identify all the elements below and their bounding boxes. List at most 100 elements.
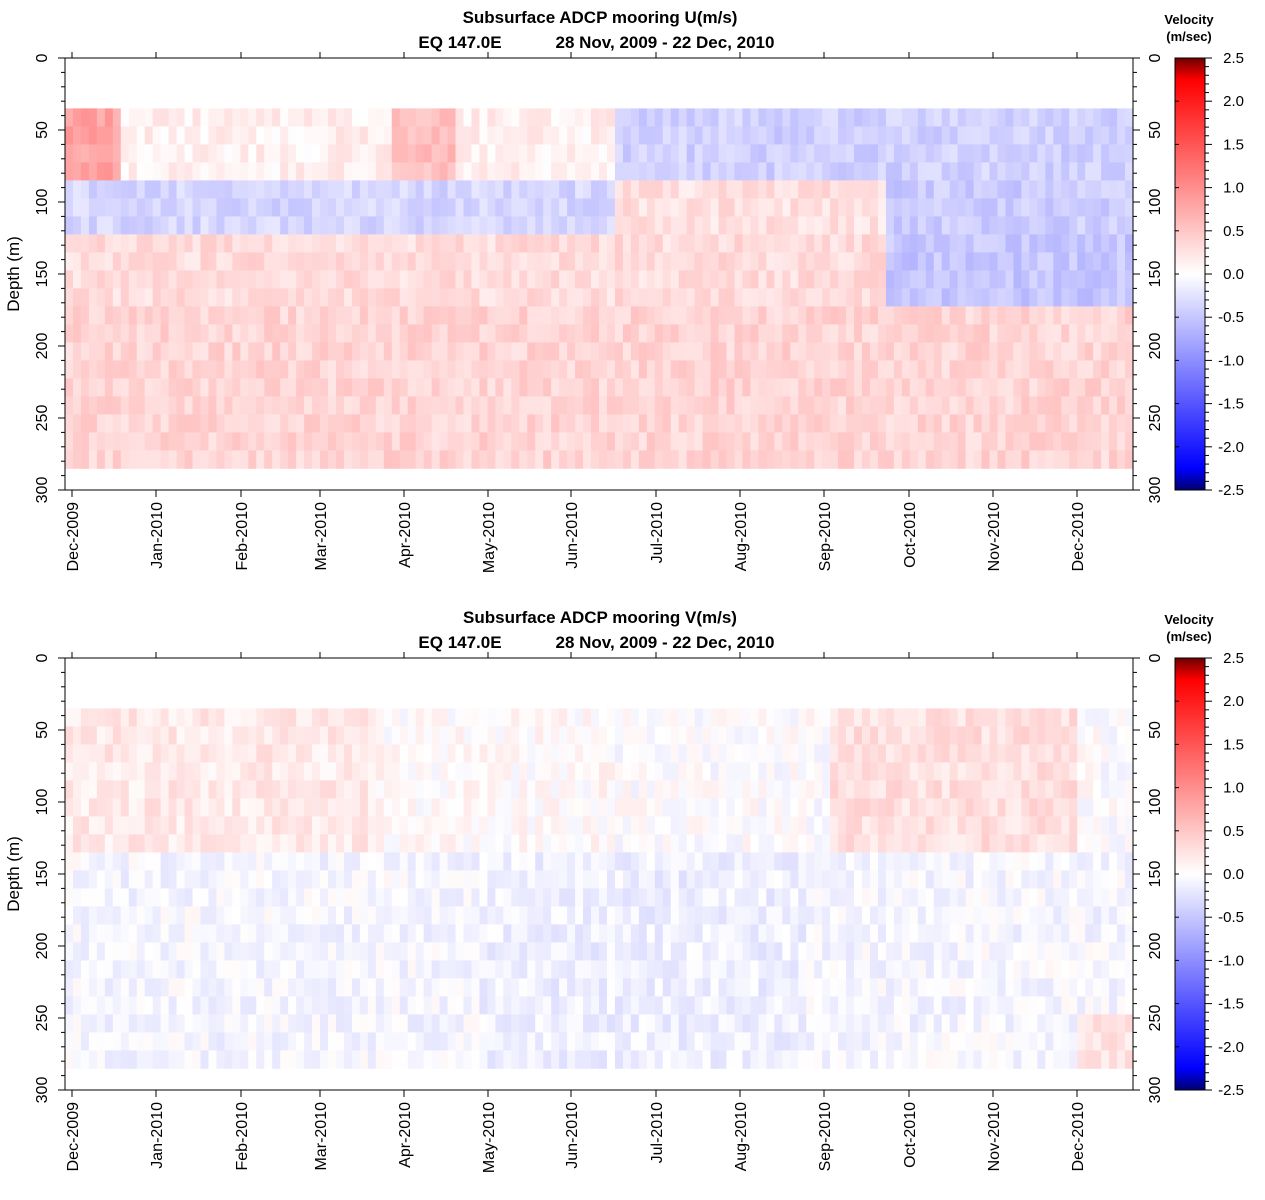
heatmap-cell (423, 252, 433, 271)
heatmap-cell (328, 144, 337, 163)
heatmap-cell (224, 324, 233, 343)
heatmap-cell (343, 306, 353, 325)
heatmap-cell (280, 978, 289, 997)
heatmap-cell (917, 198, 927, 217)
heatmap-cell (614, 144, 624, 163)
heatmap-cell (375, 906, 385, 925)
heatmap-cell (662, 216, 672, 235)
heatmap-cell (686, 798, 696, 817)
heatmap-cell (774, 852, 783, 871)
heatmap-cell (208, 762, 217, 781)
heatmap-cell (527, 942, 536, 961)
heatmap-cell (965, 288, 974, 307)
heatmap-cell (487, 1050, 496, 1069)
heatmap-cell (312, 978, 321, 997)
heatmap-cell (543, 708, 552, 727)
heatmap-cell (989, 270, 998, 289)
heatmap-cell (854, 180, 863, 199)
heatmap-cell (128, 198, 138, 217)
heatmap-cell (216, 198, 225, 217)
heatmap-cell (503, 360, 512, 379)
heatmap-cell (367, 234, 377, 253)
heatmap-cell (949, 378, 959, 397)
heatmap-cell (240, 306, 249, 325)
heatmap-cell (328, 1014, 337, 1033)
heatmap-cell (622, 726, 632, 745)
heatmap-cell (830, 780, 839, 799)
heatmap-cell (718, 450, 727, 469)
heatmap-cell (614, 906, 624, 925)
heatmap-cell (614, 198, 624, 217)
heatmap-cell (782, 780, 791, 799)
heatmap-cell (885, 852, 895, 871)
heatmap-cell (678, 816, 688, 835)
heatmap-cell (710, 870, 719, 889)
heatmap-cell (885, 1014, 895, 1033)
heatmap-cell (264, 378, 273, 397)
heatmap-cell (702, 996, 711, 1015)
heatmap-cell (654, 324, 664, 343)
heatmap-cell (869, 996, 879, 1015)
heatmap-cell (734, 1014, 743, 1033)
heatmap-cell (312, 162, 321, 181)
heatmap-cell (981, 396, 990, 415)
heatmap-cell (447, 1050, 456, 1069)
heatmap-cell (917, 432, 927, 451)
heatmap-cell (814, 834, 823, 853)
heatmap-cell (893, 162, 903, 181)
heatmap-cell (862, 870, 871, 889)
heatmap-cell (630, 378, 640, 397)
heatmap-cell (288, 924, 297, 943)
x-tick-label: Jun-2010 (564, 502, 581, 569)
heatmap-cell (168, 198, 177, 217)
heatmap-cell (65, 834, 74, 853)
heatmap-cell (742, 162, 751, 181)
heatmap-cell (375, 234, 385, 253)
heatmap-cell (519, 1014, 528, 1033)
heatmap-cell (846, 450, 855, 469)
heatmap-cell (854, 144, 863, 163)
heatmap-cell (511, 780, 520, 799)
heatmap-cell (901, 798, 911, 817)
heatmap-cell (885, 216, 895, 235)
heatmap-cell (471, 1050, 480, 1069)
heatmap-cell (766, 996, 775, 1015)
heatmap-cell (471, 798, 480, 817)
heatmap-cell (407, 144, 417, 163)
heatmap-cell (901, 270, 911, 289)
heatmap-cell (65, 978, 74, 997)
heatmap-cell (750, 414, 759, 433)
heatmap-cell (1101, 432, 1110, 451)
heatmap-cell (814, 432, 823, 451)
heatmap-cell (917, 180, 927, 199)
heatmap-cell (152, 1050, 162, 1069)
heatmap-cell (567, 198, 576, 217)
heatmap-cell (104, 216, 114, 235)
heatmap-cell (415, 108, 425, 127)
heatmap-cell (1069, 252, 1078, 271)
heatmap-cell (160, 342, 170, 361)
heatmap-cell (88, 216, 98, 235)
heatmap-cell (877, 342, 887, 361)
heatmap-cell (423, 396, 433, 415)
heatmap-cell (925, 306, 935, 325)
heatmap-cell (1013, 306, 1022, 325)
heatmap-cell (662, 816, 672, 835)
heatmap-cell (1021, 360, 1030, 379)
heatmap-cell (1045, 270, 1054, 289)
heatmap-cell (1029, 126, 1038, 145)
heatmap-cell (1077, 144, 1086, 163)
heatmap-cell (431, 978, 440, 997)
heatmap-cell (455, 288, 464, 307)
heatmap-cell (694, 798, 704, 817)
heatmap-cell (168, 126, 177, 145)
heatmap-cell (917, 288, 927, 307)
heatmap-cell (1053, 198, 1062, 217)
heatmap-cell (248, 234, 257, 253)
heatmap-cell (288, 270, 297, 289)
heatmap-cell (567, 108, 576, 127)
heatmap-cell (941, 216, 951, 235)
heatmap-cell (702, 252, 711, 271)
heatmap-cell (877, 816, 887, 835)
heatmap-cell (471, 288, 480, 307)
